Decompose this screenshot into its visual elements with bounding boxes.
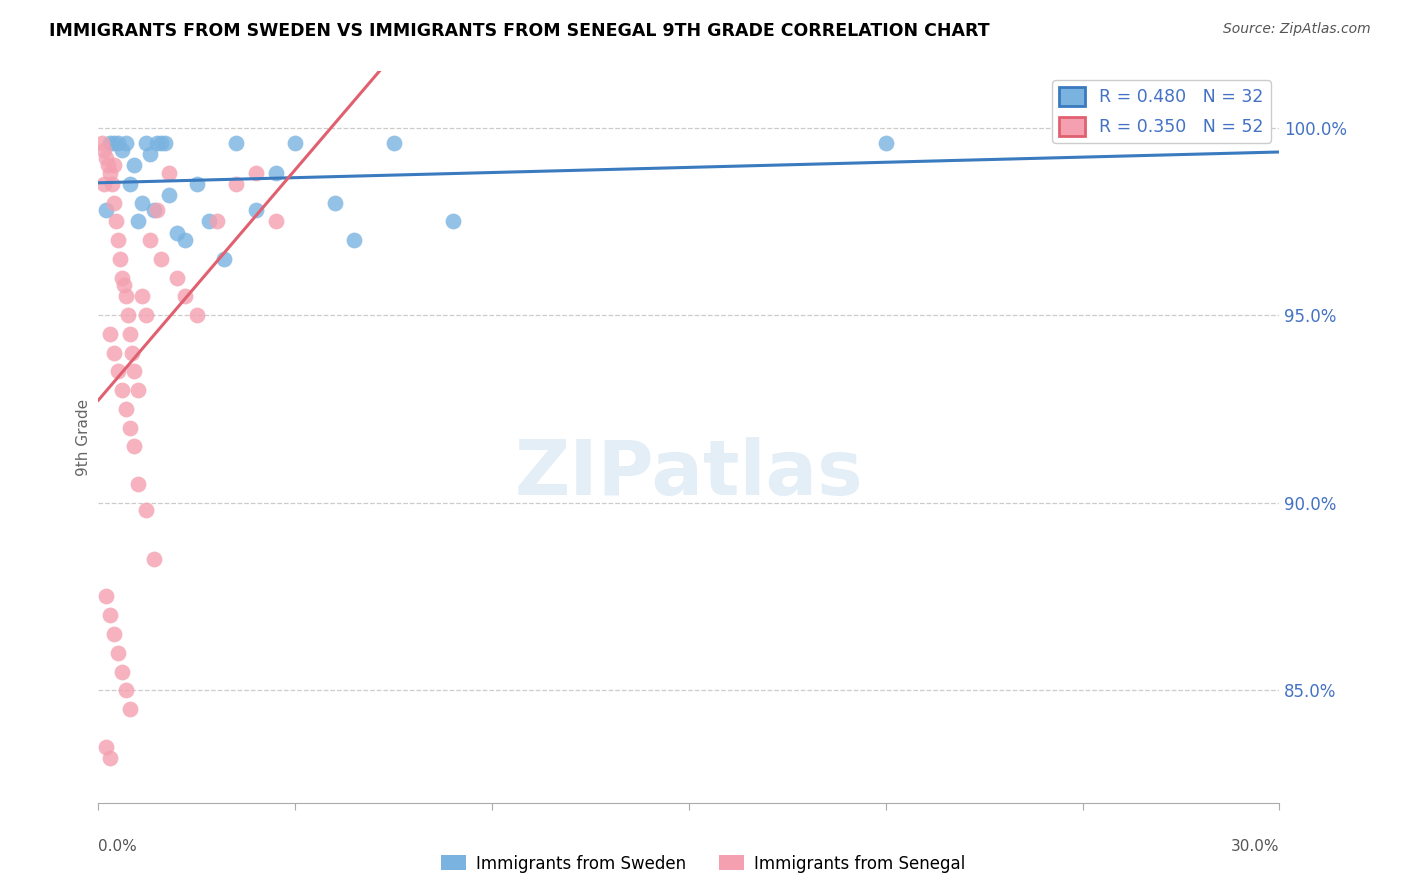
Point — [98, 751, 121, 765]
Point — [174, 233, 197, 247]
Point — [225, 177, 247, 191]
Point — [96, 739, 118, 754]
Point — [225, 136, 247, 150]
Point — [264, 166, 287, 180]
Point — [157, 166, 180, 180]
Point — [323, 195, 346, 210]
Point — [93, 143, 115, 157]
Point — [98, 326, 121, 341]
Point — [127, 214, 149, 228]
Point — [157, 188, 180, 202]
Point — [103, 627, 125, 641]
Point — [101, 177, 124, 191]
Point — [186, 177, 208, 191]
Point — [245, 203, 267, 218]
Point — [111, 665, 134, 679]
Point — [96, 203, 118, 218]
Point — [875, 136, 897, 150]
Point — [103, 195, 125, 210]
Point — [155, 136, 177, 150]
Point — [91, 136, 114, 150]
Point — [197, 214, 219, 228]
Point — [127, 477, 149, 491]
Point — [122, 440, 145, 454]
Text: IMMIGRANTS FROM SWEDEN VS IMMIGRANTS FROM SENEGAL 9TH GRADE CORRELATION CHART: IMMIGRANTS FROM SWEDEN VS IMMIGRANTS FRO… — [49, 22, 990, 40]
Point — [146, 203, 169, 218]
Point — [382, 136, 405, 150]
Point — [1150, 128, 1173, 142]
Point — [118, 420, 141, 434]
Point — [174, 289, 197, 303]
Point — [343, 233, 366, 247]
Point — [135, 503, 157, 517]
Point — [98, 608, 121, 623]
Point — [112, 278, 135, 293]
Point — [98, 136, 121, 150]
Point — [98, 166, 121, 180]
Point — [138, 147, 160, 161]
Point — [115, 401, 138, 416]
Point — [107, 364, 129, 378]
Point — [96, 151, 118, 165]
Point — [122, 158, 145, 172]
Point — [122, 364, 145, 378]
Point — [150, 136, 173, 150]
Point — [135, 308, 157, 322]
Point — [150, 252, 173, 266]
Point — [103, 158, 125, 172]
Point — [111, 270, 134, 285]
Point — [96, 590, 118, 604]
Point — [264, 214, 287, 228]
Point — [142, 552, 165, 566]
Text: 0.0%: 0.0% — [98, 839, 138, 855]
Point — [245, 166, 267, 180]
Point — [214, 252, 236, 266]
Point — [121, 345, 143, 359]
Point — [115, 136, 138, 150]
Point — [166, 270, 188, 285]
Text: Source: ZipAtlas.com: Source: ZipAtlas.com — [1223, 22, 1371, 37]
Point — [142, 203, 165, 218]
Point — [205, 214, 228, 228]
Text: ZIPatlas: ZIPatlas — [515, 437, 863, 510]
Point — [97, 158, 120, 172]
Point — [118, 326, 141, 341]
Point — [131, 289, 153, 303]
Point — [107, 233, 129, 247]
Point — [117, 308, 139, 322]
Point — [107, 136, 129, 150]
Point — [103, 136, 125, 150]
Point — [105, 214, 128, 228]
Point — [108, 252, 131, 266]
Legend: R = 0.480   N = 32, R = 0.350   N = 52: R = 0.480 N = 32, R = 0.350 N = 52 — [1053, 80, 1271, 143]
Point — [111, 143, 134, 157]
Point — [284, 136, 307, 150]
Point — [138, 233, 160, 247]
Point — [131, 195, 153, 210]
Point — [107, 646, 129, 660]
Point — [93, 177, 115, 191]
Legend: Immigrants from Sweden, Immigrants from Senegal: Immigrants from Sweden, Immigrants from … — [434, 848, 972, 880]
Text: 30.0%: 30.0% — [1232, 839, 1279, 855]
Point — [115, 683, 138, 698]
Point — [135, 136, 157, 150]
Point — [118, 702, 141, 716]
Point — [166, 226, 188, 240]
Point — [115, 289, 138, 303]
Point — [103, 345, 125, 359]
Point — [441, 214, 464, 228]
Point — [118, 177, 141, 191]
Y-axis label: 9th Grade: 9th Grade — [76, 399, 91, 475]
Point — [111, 383, 134, 397]
Point — [127, 383, 149, 397]
Point — [186, 308, 208, 322]
Point — [146, 136, 169, 150]
